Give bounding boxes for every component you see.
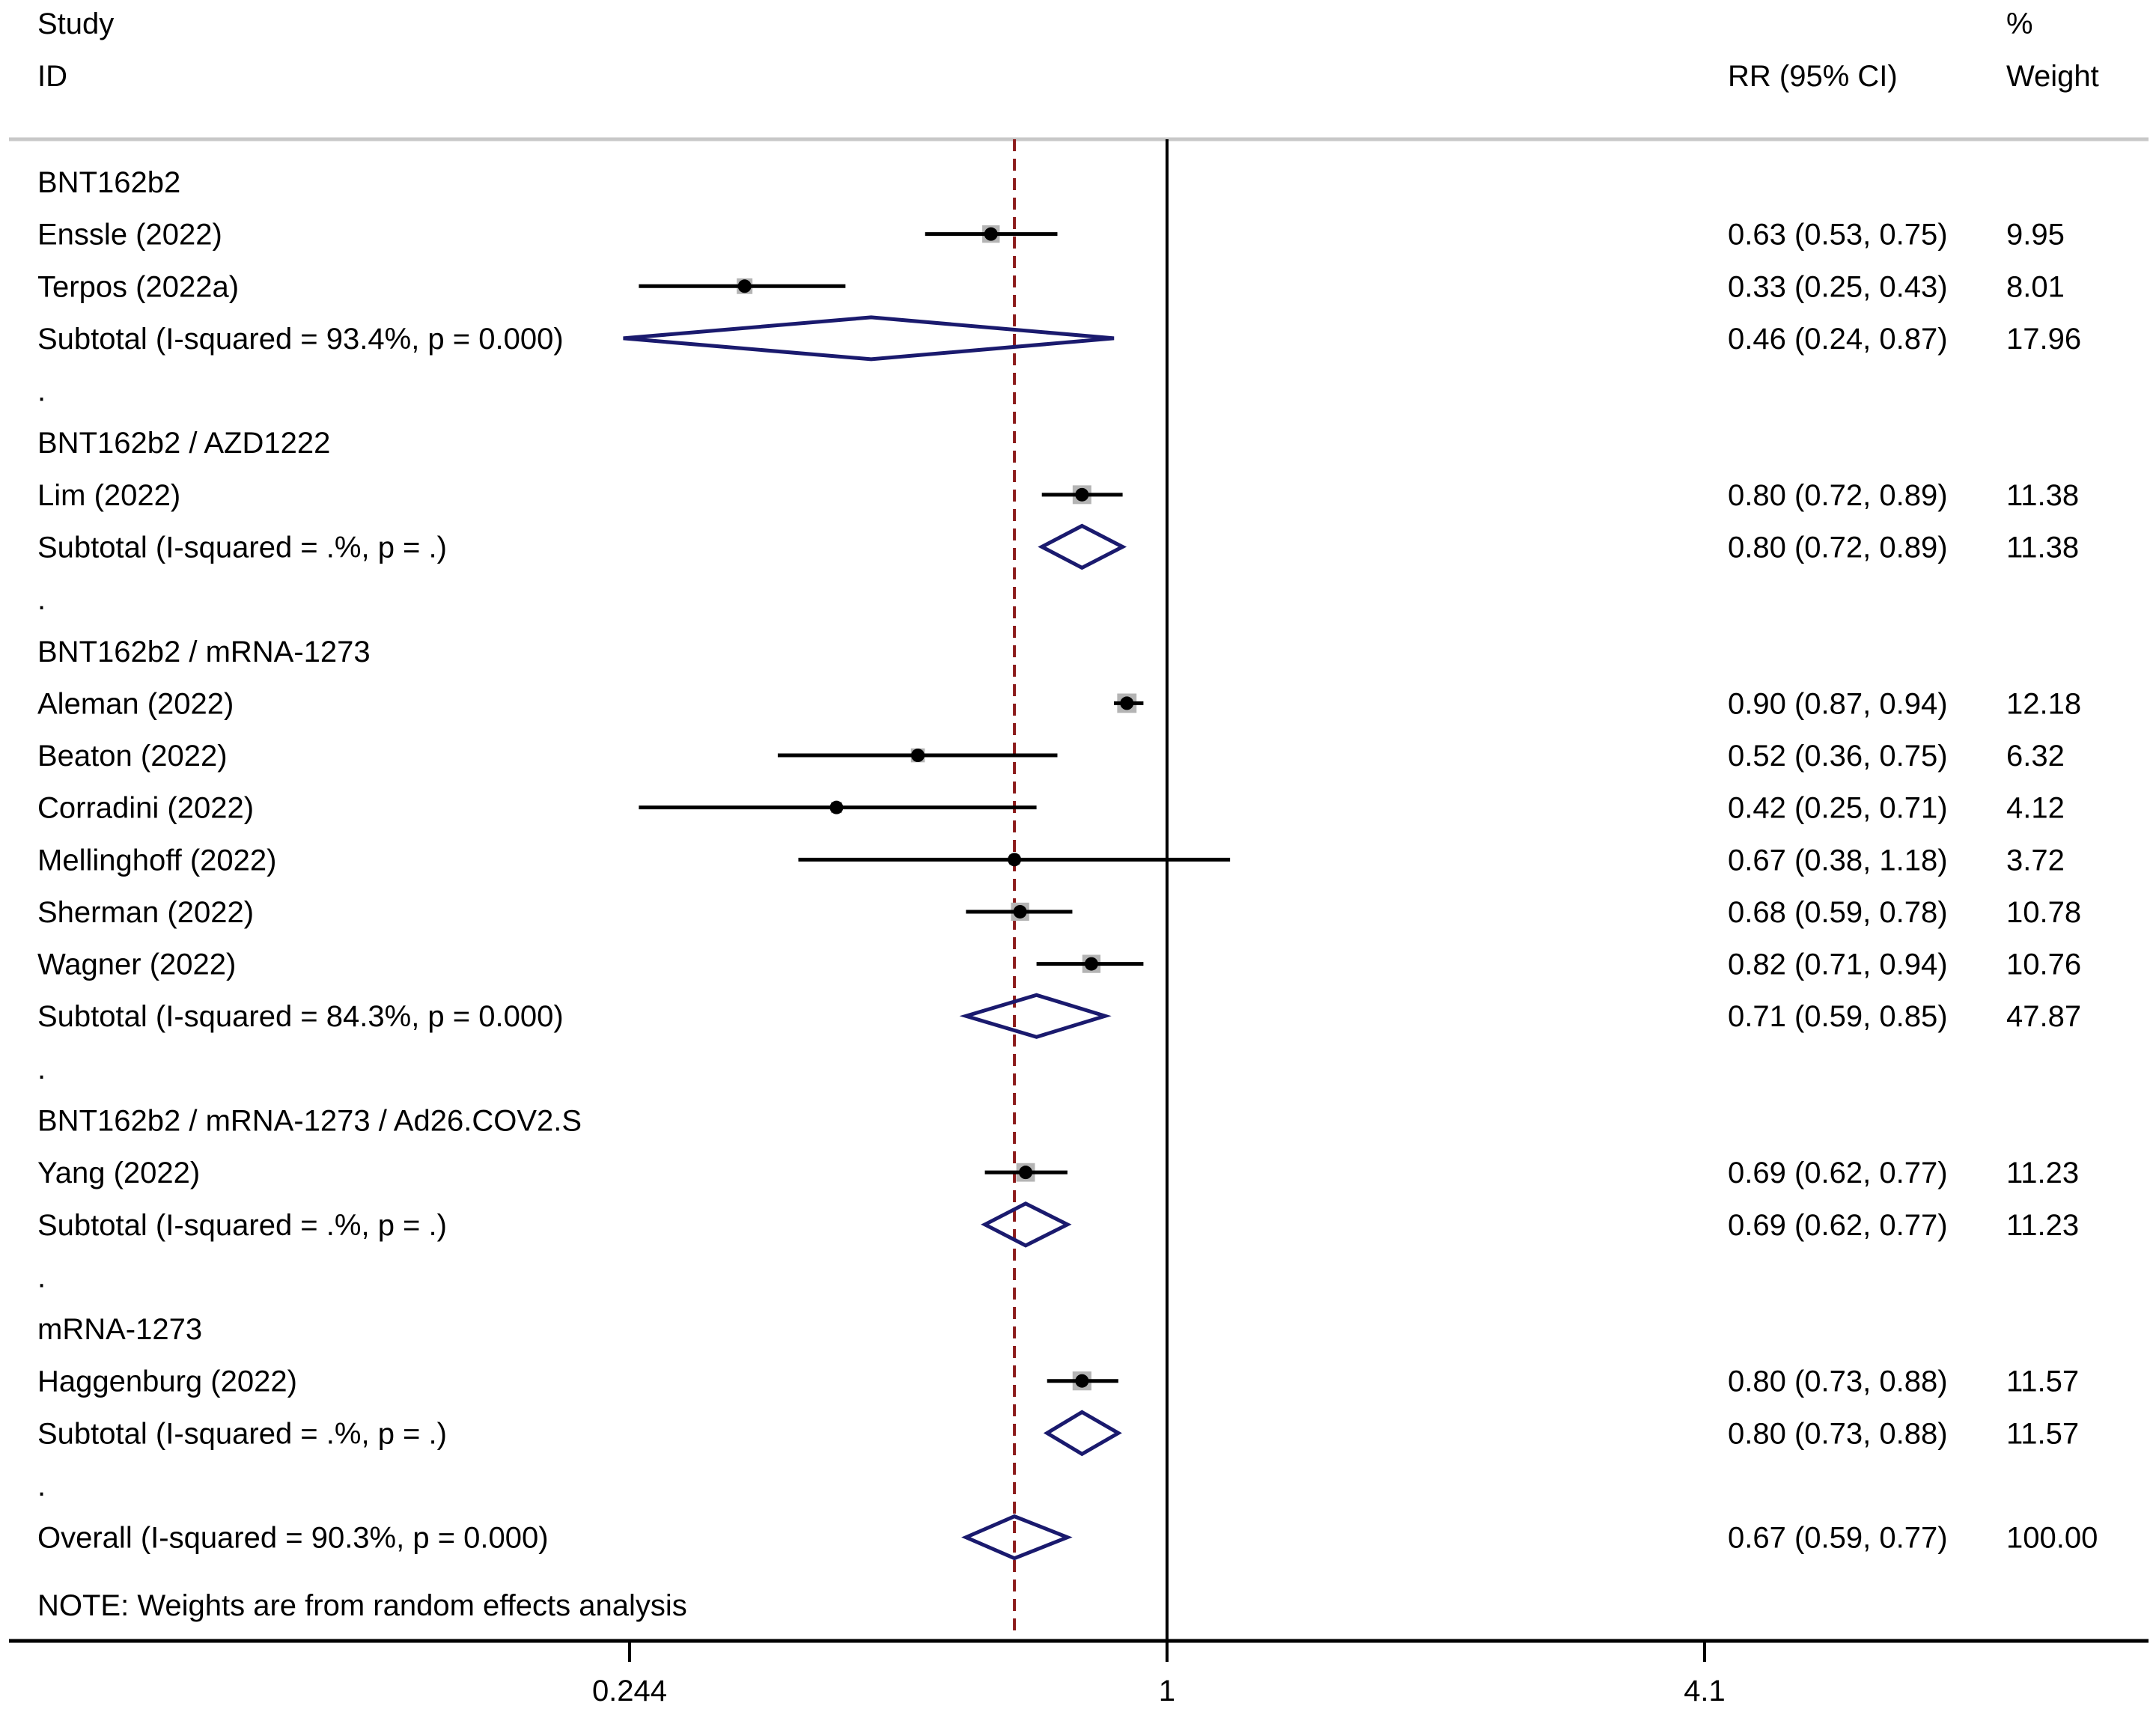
estimate-text: 0.71 (0.59, 0.85): [1728, 1000, 1948, 1033]
point-estimate: [829, 800, 844, 814]
estimate-text: 0.82 (0.71, 0.94): [1728, 948, 1948, 981]
header-study: Study: [37, 7, 114, 40]
subtotal-label: Subtotal (I-squared = 93.4%, p = 0.000): [37, 323, 564, 356]
study-label: Beaton (2022): [37, 740, 228, 773]
weight-text: 11.38: [2006, 531, 2079, 564]
separator-dot: .: [37, 1053, 46, 1085]
header-weight: Weight: [2006, 60, 2099, 93]
weight-text: 6.32: [2006, 740, 2065, 773]
x-tick-label: 4.1: [1684, 1675, 1726, 1708]
subtotal-diamond: [623, 315, 1115, 362]
point-estimate: [1075, 1374, 1089, 1388]
estimate-text: 0.80 (0.72, 0.89): [1728, 531, 1948, 564]
estimate-text: 0.68 (0.59, 0.78): [1728, 896, 1948, 929]
point-estimate: [1084, 957, 1098, 971]
study-label: Enssle (2022): [37, 219, 222, 252]
subtotal-diamond: [1038, 523, 1127, 570]
weight-text: 10.78: [2006, 896, 2081, 929]
point-estimate: [1008, 853, 1022, 867]
estimate-text: 0.67 (0.59, 0.77): [1728, 1522, 1948, 1555]
subtotal-label: Subtotal (I-squared = 84.3%, p = 0.000): [37, 1000, 564, 1033]
subtotal-label: Subtotal (I-squared = .%, p = .): [37, 1209, 447, 1242]
estimate-text: 0.52 (0.36, 0.75): [1728, 740, 1948, 773]
x-tick-label: 1: [1159, 1675, 1175, 1708]
weight-text: 8.01: [2006, 270, 2065, 303]
weight-text: 100.00: [2006, 1522, 2098, 1555]
study-label: Yang (2022): [37, 1157, 200, 1189]
point-estimate: [984, 227, 998, 241]
estimate-text: 0.69 (0.62, 0.77): [1728, 1209, 1948, 1242]
subtotal-label: Subtotal (I-squared = .%, p = .): [37, 531, 447, 564]
weight-text: 47.87: [2006, 1000, 2081, 1033]
estimate-text: 0.80 (0.73, 0.88): [1728, 1417, 1948, 1450]
group-label: BNT162b2 / mRNA-1273 / Ad26.COV2.S: [37, 1105, 582, 1138]
weight-text: 11.57: [2006, 1365, 2079, 1398]
weight-text: 4.12: [2006, 792, 2065, 825]
header-rr: RR (95% CI): [1728, 60, 1898, 93]
weight-text: 9.95: [2006, 219, 2065, 252]
point-estimate: [911, 749, 925, 763]
subtotal-label: Subtotal (I-squared = .%, p = .): [37, 1417, 447, 1450]
study-label: Haggenburg (2022): [37, 1365, 297, 1398]
point-estimate: [1019, 1166, 1033, 1180]
study-label: Sherman (2022): [37, 896, 254, 929]
separator-dot: .: [37, 1261, 46, 1294]
estimate-text: 0.42 (0.25, 0.71): [1728, 792, 1948, 825]
point-estimate: [1120, 696, 1134, 710]
group-label: BNT162b2 / AZD1222: [37, 427, 330, 460]
study-label: Corradini (2022): [37, 792, 254, 825]
header-id: ID: [37, 60, 67, 93]
x-tick-label: 0.244: [592, 1675, 667, 1708]
note-text: NOTE: Weights are from random effects an…: [37, 1589, 687, 1622]
weight-text: 11.23: [2006, 1209, 2079, 1242]
weight-text: 10.76: [2006, 948, 2081, 981]
weight-text: 17.96: [2006, 323, 2081, 356]
estimate-text: 0.69 (0.62, 0.77): [1728, 1157, 1948, 1189]
estimate-text: 0.63 (0.53, 0.75): [1728, 219, 1948, 252]
study-label: Terpos (2022a): [37, 270, 239, 303]
point-estimate: [1075, 487, 1089, 502]
separator-dot: .: [37, 1469, 46, 1502]
subtotal-diamond: [981, 1201, 1072, 1248]
estimate-text: 0.46 (0.24, 0.87): [1728, 323, 1948, 356]
estimate-text: 0.80 (0.73, 0.88): [1728, 1365, 1948, 1398]
study-label: Mellinghoff (2022): [37, 844, 276, 877]
estimate-text: 0.67 (0.38, 1.18): [1728, 844, 1948, 877]
group-label: BNT162b2 / mRNA-1273: [37, 636, 371, 668]
header-percent: %: [2006, 7, 2033, 40]
weight-text: 11.23: [2006, 1157, 2079, 1189]
subtotal-diamond: [959, 993, 1112, 1039]
point-estimate: [737, 279, 752, 293]
study-label: Wagner (2022): [37, 948, 236, 981]
subtotal-diamond: [1043, 1410, 1122, 1457]
point-estimate: [1013, 904, 1027, 919]
weight-text: 11.38: [2006, 479, 2079, 512]
separator-dot: .: [37, 375, 46, 408]
estimate-text: 0.33 (0.25, 0.43): [1728, 270, 1948, 303]
group-label: BNT162b2: [37, 166, 180, 199]
estimate-text: 0.90 (0.87, 0.94): [1728, 687, 1948, 720]
weight-text: 11.57: [2006, 1417, 2079, 1450]
weight-text: 3.72: [2006, 844, 2065, 877]
estimate-text: 0.80 (0.72, 0.89): [1728, 479, 1948, 512]
overall-diamond: [961, 1514, 1073, 1561]
overall-label: Overall (I-squared = 90.3%, p = 0.000): [37, 1522, 549, 1555]
group-label: mRNA-1273: [37, 1313, 202, 1346]
study-label: Lim (2022): [37, 479, 180, 512]
weight-text: 12.18: [2006, 687, 2081, 720]
separator-dot: .: [37, 583, 46, 616]
study-label: Aleman (2022): [37, 687, 234, 720]
